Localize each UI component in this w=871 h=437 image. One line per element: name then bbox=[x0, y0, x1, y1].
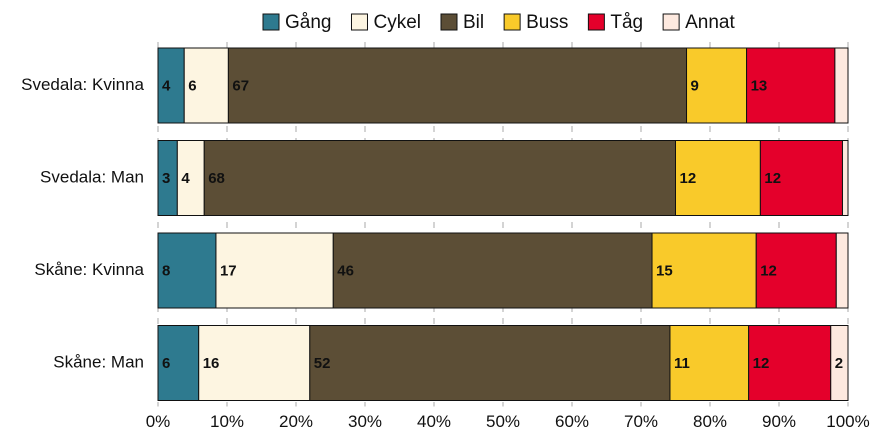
value-label: 3 bbox=[162, 170, 170, 187]
y-tick-label: Svedala: Man bbox=[40, 167, 144, 186]
value-label: 15 bbox=[656, 262, 673, 279]
legend-label: Tåg bbox=[610, 12, 643, 33]
legend-label: Bil bbox=[463, 12, 484, 33]
value-label: 2 bbox=[835, 355, 843, 372]
bar-segment bbox=[830, 325, 849, 401]
bar-segment bbox=[309, 325, 671, 401]
bar-segment bbox=[157, 232, 217, 309]
x-tick-label: 0% bbox=[146, 412, 171, 431]
x-tick-label: 100% bbox=[826, 412, 869, 431]
legend-swatch bbox=[350, 13, 368, 31]
value-label: 52 bbox=[314, 355, 331, 372]
bar-segment bbox=[834, 47, 849, 124]
bar-segment bbox=[669, 325, 750, 401]
bar-segment bbox=[227, 47, 688, 124]
value-label: 12 bbox=[764, 170, 781, 187]
x-tick-label: 40% bbox=[417, 412, 451, 431]
y-tick-label: Skåne: Kvinna bbox=[34, 260, 144, 279]
value-label: 67 bbox=[232, 77, 249, 94]
value-label: 13 bbox=[751, 77, 768, 94]
value-label: 46 bbox=[337, 262, 354, 279]
value-label: 12 bbox=[753, 355, 770, 372]
bar-segment bbox=[198, 325, 311, 401]
legend-label: Annat bbox=[685, 12, 735, 33]
value-label: 4 bbox=[162, 77, 171, 94]
value-label: 12 bbox=[680, 170, 697, 187]
x-tick-label: 80% bbox=[693, 412, 727, 431]
bar-segment bbox=[215, 232, 334, 309]
x-tick-label: 60% bbox=[555, 412, 589, 431]
legend-swatch bbox=[262, 13, 280, 31]
value-label: 11 bbox=[674, 355, 690, 372]
bar-segment bbox=[651, 232, 757, 309]
legend-label: Gång bbox=[285, 12, 331, 33]
value-label: 16 bbox=[203, 355, 220, 372]
legend-swatch bbox=[503, 13, 521, 31]
legend-label: Cykel bbox=[373, 12, 421, 33]
bar-segment bbox=[748, 325, 832, 401]
legend-label: Buss bbox=[526, 12, 568, 33]
value-label: 6 bbox=[188, 77, 196, 94]
y-tick-label: Svedala: Kvinna bbox=[21, 75, 144, 94]
x-tick-label: 50% bbox=[486, 412, 520, 431]
bar-segment bbox=[835, 232, 849, 309]
bar-segment bbox=[755, 232, 837, 309]
value-label: 9 bbox=[691, 77, 699, 94]
legend-swatch bbox=[587, 13, 605, 31]
value-label: 4 bbox=[181, 170, 190, 187]
legend-swatch bbox=[662, 13, 680, 31]
value-label: 68 bbox=[208, 170, 225, 187]
value-label: 17 bbox=[220, 262, 237, 279]
bar-segment bbox=[841, 140, 849, 216]
bar-segment bbox=[675, 140, 761, 216]
x-tick-label: 30% bbox=[348, 412, 382, 431]
legend-swatch bbox=[440, 13, 458, 31]
x-tick-label: 90% bbox=[762, 412, 796, 431]
bar-segment bbox=[203, 140, 676, 216]
y-tick-label: Skåne: Man bbox=[53, 352, 144, 371]
bar-segment bbox=[686, 47, 748, 124]
value-label: 8 bbox=[162, 262, 170, 279]
x-tick-label: 10% bbox=[210, 412, 244, 431]
bar-segment bbox=[332, 232, 653, 309]
bar-segment bbox=[157, 325, 200, 401]
value-label: 6 bbox=[162, 355, 170, 372]
value-label: 12 bbox=[760, 262, 777, 279]
x-tick-label: 20% bbox=[279, 412, 313, 431]
x-tick-label: 70% bbox=[624, 412, 658, 431]
